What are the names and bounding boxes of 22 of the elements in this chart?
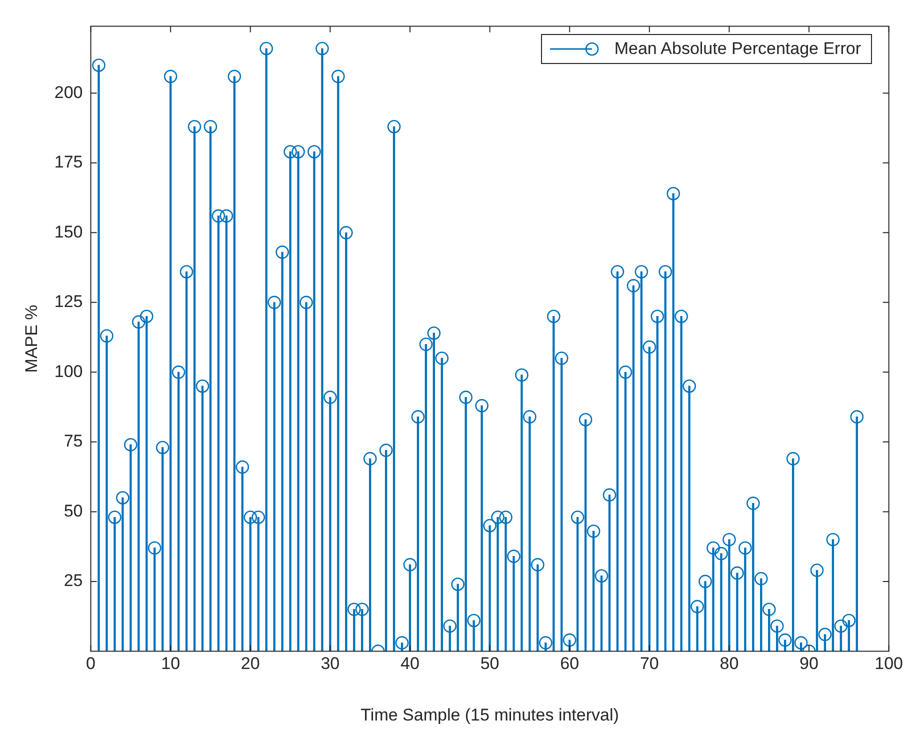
y-tick-label: 25 bbox=[64, 571, 83, 590]
x-tick-label: 100 bbox=[874, 654, 904, 674]
x-tick-label: 0 bbox=[86, 654, 96, 674]
x-tick-label: 80 bbox=[720, 654, 739, 674]
y-tick-label: 125 bbox=[54, 292, 83, 312]
x-tick-label: 50 bbox=[480, 654, 500, 674]
y-tick-label: 175 bbox=[54, 152, 83, 172]
y-tick-label: 75 bbox=[64, 432, 83, 451]
y-tick-label: 150 bbox=[54, 222, 83, 242]
x-tick-label: 30 bbox=[320, 654, 340, 674]
x-tick-label: 70 bbox=[640, 654, 659, 674]
x-axis-title: Time Sample (15 minutes interval) bbox=[360, 705, 619, 724]
y-tick-label: 100 bbox=[54, 362, 83, 381]
x-tick-label: 60 bbox=[560, 654, 580, 674]
x-tick-label: 10 bbox=[161, 654, 180, 674]
legend-label: Mean Absolute Percentage Error bbox=[614, 39, 861, 59]
y-axis-title: MAPE % bbox=[22, 304, 41, 373]
y-tick-label: 50 bbox=[64, 501, 83, 520]
x-tick-label: 40 bbox=[400, 654, 420, 674]
x-tick-label: 20 bbox=[240, 654, 260, 674]
y-tick-label: 200 bbox=[54, 82, 83, 102]
x-tick-label: 90 bbox=[800, 654, 818, 674]
